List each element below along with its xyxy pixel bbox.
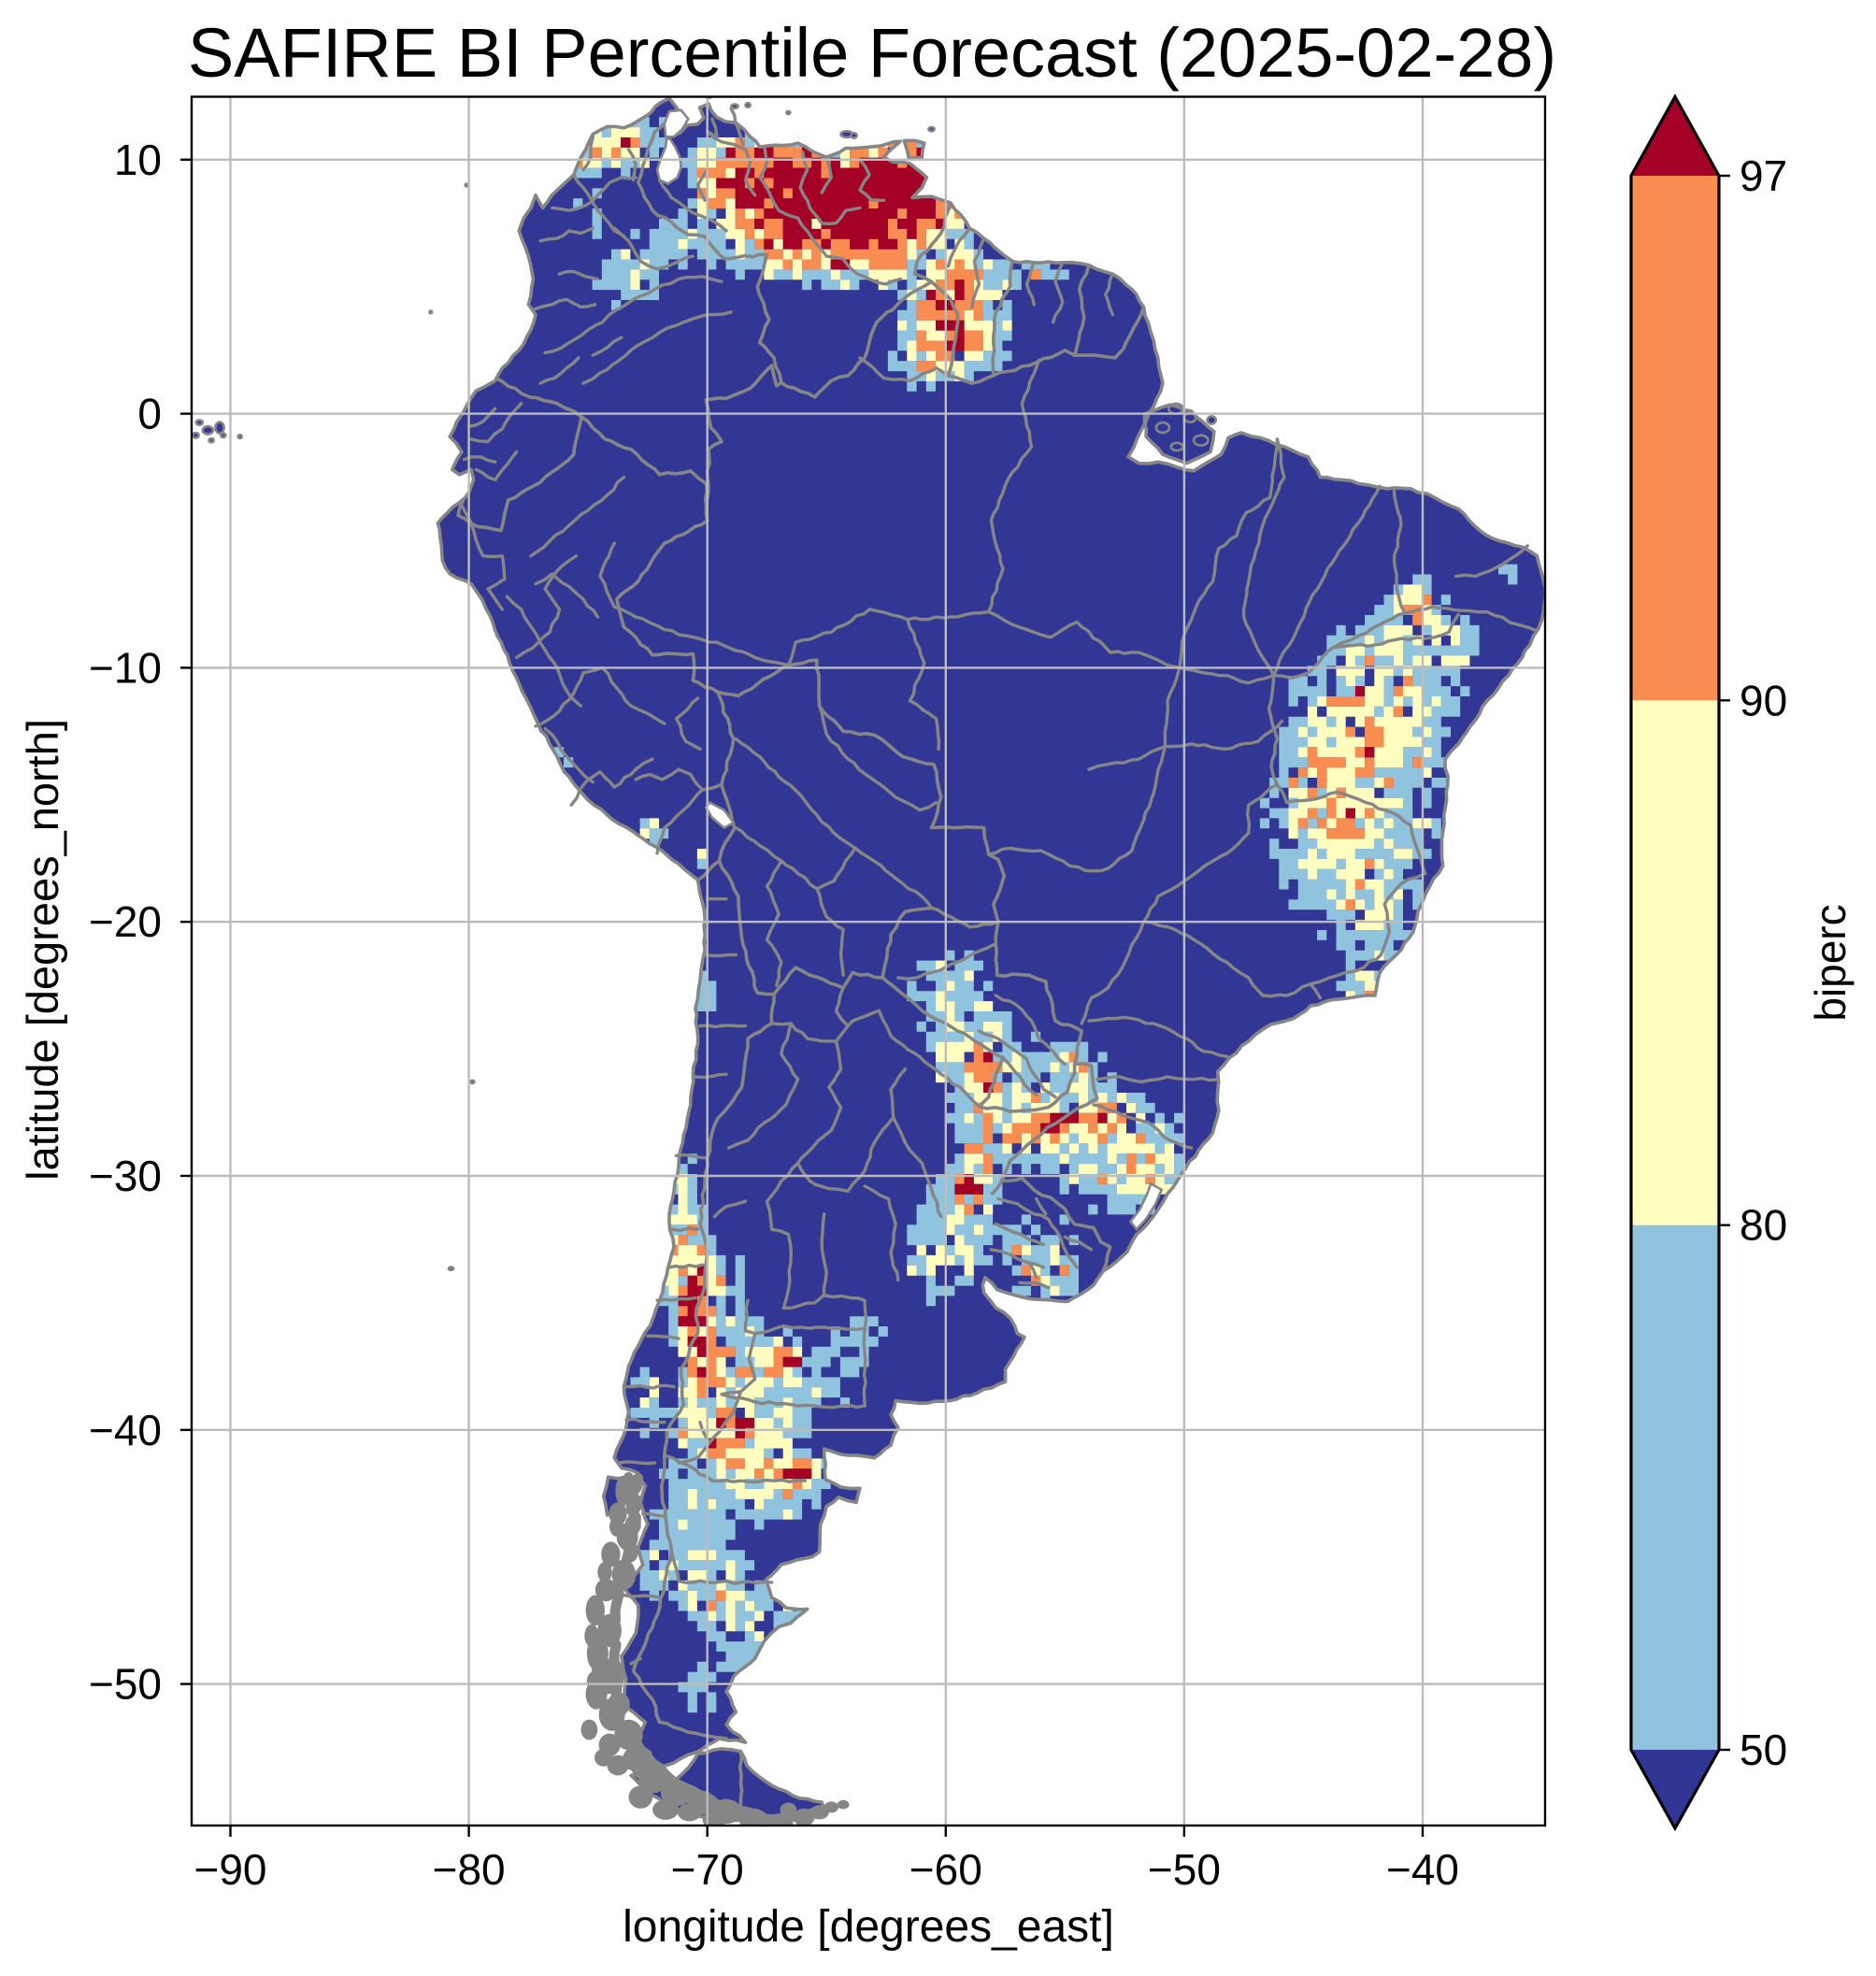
svg-text:−10: −10 [89, 643, 162, 692]
svg-text:−80: −80 [433, 1845, 506, 1894]
svg-text:−30: −30 [89, 1152, 162, 1200]
svg-text:−50: −50 [89, 1660, 162, 1709]
svg-text:80: 80 [1740, 1201, 1787, 1250]
svg-text:−20: −20 [89, 897, 162, 946]
svg-text:97: 97 [1740, 151, 1787, 200]
svg-text:−50: −50 [1148, 1845, 1221, 1894]
svg-text:90: 90 [1740, 676, 1787, 724]
svg-text:latitude [degrees_north]: latitude [degrees_north] [18, 719, 67, 1181]
svg-text:biperc: biperc [1806, 904, 1855, 1021]
svg-text:50: 50 [1740, 1725, 1787, 1774]
svg-text:−70: −70 [671, 1845, 744, 1894]
svg-text:0: 0 [137, 390, 162, 438]
svg-text:10: 10 [114, 136, 162, 184]
svg-text:SAFIRE BI Percentile Forecast: SAFIRE BI Percentile Forecast (2025-02-2… [188, 14, 1556, 92]
svg-text:−60: −60 [909, 1845, 982, 1894]
svg-text:longitude [degrees_east]: longitude [degrees_east] [623, 1902, 1114, 1952]
svg-text:−40: −40 [89, 1406, 162, 1454]
svg-text:−90: −90 [193, 1845, 266, 1894]
svg-text:−40: −40 [1386, 1845, 1459, 1894]
